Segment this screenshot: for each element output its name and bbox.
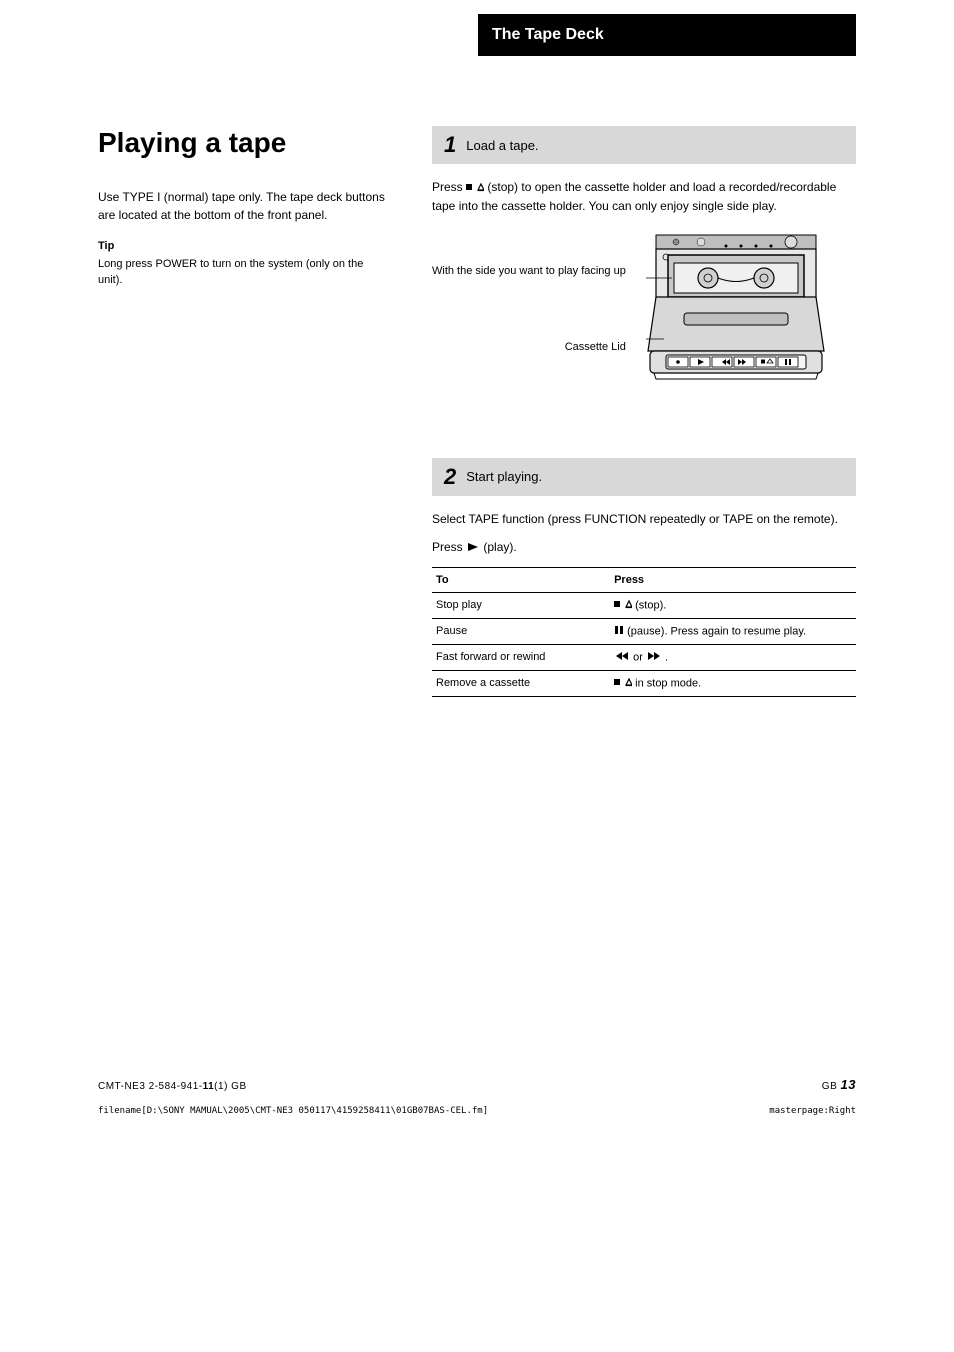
operations-table: To Press Stop play — [432, 567, 856, 697]
stop-eject-icon — [466, 179, 484, 197]
table-col1-header: To — [432, 567, 610, 592]
row2-or: or — [633, 651, 646, 663]
step2-number: 2 — [444, 464, 456, 490]
step1-header: 1 Load a tape. — [432, 126, 856, 164]
step1-text-1: Press — [432, 180, 466, 194]
play-icon — [466, 539, 480, 557]
label-side-up: With the side you want to play facing up — [432, 263, 626, 280]
step2-body: Select TAPE function (press FUNCTION rep… — [432, 510, 856, 557]
step1-number: 1 — [444, 132, 456, 158]
step2-para1: Select TAPE function (press FUNCTION rep… — [432, 510, 856, 528]
footer-masterpage: masterpage:Right — [769, 1106, 856, 1116]
table-row: Fast forward or rewind or — [432, 644, 856, 670]
step2-para2-pre: Press — [432, 540, 466, 554]
step2-header: 2 Start playing. — [432, 458, 856, 496]
step2-para2-post: (play). — [483, 540, 516, 554]
step1-body: Press (stop) to open the cassette holder… — [432, 178, 856, 398]
stop-eject-icon — [614, 599, 632, 612]
table-row: Remove a cassette in stop mode. — [432, 670, 856, 696]
table-col2-header: Press — [610, 567, 856, 592]
row2-to: Fast forward or rewind — [432, 644, 610, 670]
fast-forward-icon — [646, 651, 662, 664]
rewind-icon — [614, 651, 630, 664]
step1-label: Load a tape. — [466, 138, 538, 153]
row1-to: Pause — [432, 618, 610, 644]
tip-heading: Tip — [98, 240, 390, 252]
footer-pagenum: GB 13 — [822, 1077, 856, 1092]
tape-deck-illustration — [646, 233, 826, 398]
footer-doc-id: CMT-NE3 2-584-941-11(1) GB — [98, 1081, 247, 1092]
footer-filename: filename[D:\SONY MAMUAL\2005\CMT-NE3 050… — [98, 1106, 488, 1116]
step2-label: Start playing. — [466, 469, 542, 484]
label-cassette-lid: Cassette Lid — [432, 339, 626, 356]
intro-paragraph: Use TYPE I (normal) tape only. The tape … — [98, 188, 390, 224]
stop-eject-icon — [614, 677, 632, 690]
section-header: The Tape Deck — [478, 14, 856, 56]
row2-post: . — [665, 651, 668, 663]
pause-icon — [614, 625, 624, 638]
tip-text: Long press POWER to turn on the system (… — [98, 256, 390, 289]
table-row: Stop play (stop). — [432, 592, 856, 618]
row1-post: (pause). Press again to resume play. — [627, 625, 806, 637]
row0-post: (stop). — [635, 599, 666, 611]
row0-to: Stop play — [432, 592, 610, 618]
step1-text-2: (stop) to open the cassette holder and l… — [432, 180, 836, 213]
row3-post: in stop mode. — [635, 677, 701, 689]
page-title: Playing a tape — [98, 126, 390, 160]
row3-to: Remove a cassette — [432, 670, 610, 696]
table-row: Pause (pause). Press again to resume pla… — [432, 618, 856, 644]
